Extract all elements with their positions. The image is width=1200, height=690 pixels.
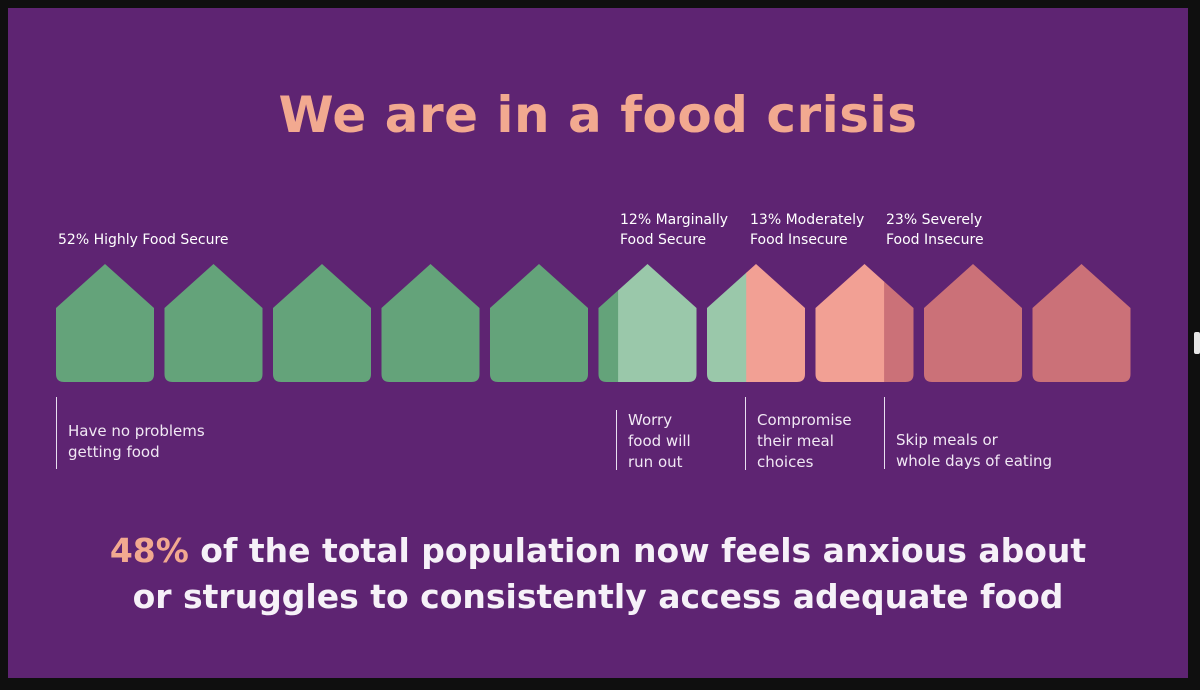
footer-line-2: or struggles to consistently access adeq… [132, 577, 1064, 616]
house-segment [56, 264, 154, 382]
slide-title: We are in a food crisis [278, 86, 918, 144]
house-icon [1032, 264, 1131, 382]
description-moderately-insecure: Compromise their meal choices [745, 397, 852, 471]
house-segment [884, 264, 914, 382]
category-label-line: Food Insecure [886, 232, 984, 248]
house-segment [164, 264, 263, 382]
category-label-line: Food Insecure [750, 232, 848, 248]
house-icon [273, 264, 371, 382]
house-segment [381, 264, 480, 382]
footer-line-1: 48% of the total population now feels an… [8, 528, 1188, 574]
category-label-line: 23% Severely [886, 212, 983, 228]
description-line: food will [628, 432, 691, 450]
description-line: getting food [68, 443, 160, 461]
category-label-highly-secure: 52% Highly Food Secure [58, 230, 229, 250]
house-segment [924, 264, 1022, 382]
house-segment [273, 264, 371, 382]
description-line: whole days of eating [896, 452, 1053, 470]
house-icon [598, 264, 697, 382]
house-icon [815, 264, 914, 382]
house-segment [618, 264, 697, 382]
description-marginally-secure: Worry food will run out [616, 410, 691, 471]
description-line: Worry [628, 411, 673, 429]
description-line: their meal [757, 432, 834, 450]
category-label-marginally-secure: 12% Marginally Food Secure [620, 210, 728, 250]
description-highly-secure: Have no problems getting food [56, 397, 205, 469]
house-icon [381, 264, 480, 382]
footer-statement: 48% of the total population now feels an… [8, 528, 1188, 620]
description-severely-insecure: Skip meals or whole days of eating [884, 397, 1053, 470]
description-line: run out [628, 453, 683, 471]
footer-highlight: 48% [109, 531, 189, 570]
description-line: Skip meals or [896, 431, 998, 449]
description-line: Compromise [757, 411, 852, 429]
house-segment [815, 264, 885, 382]
house-icon [56, 264, 154, 382]
scrollbar-handle[interactable] [1194, 332, 1200, 354]
house-segment [1032, 264, 1131, 382]
category-label-line: 13% Moderately [750, 212, 865, 228]
category-label-line: 12% Marginally [620, 212, 729, 228]
house-icon [490, 264, 588, 382]
house-segment [490, 264, 588, 382]
house-icon [164, 264, 263, 382]
category-label-moderately-insecure: 13% Moderately Food Insecure [750, 210, 864, 250]
house-icon [924, 264, 1022, 382]
description-line: choices [757, 453, 814, 471]
category-label-severely-insecure: 23% Severely Food Insecure [886, 210, 984, 250]
house-segment [746, 264, 805, 382]
category-label-line: 52% Highly Food Secure [58, 232, 229, 248]
house-icon [707, 264, 805, 382]
footer-line-1-text: of the total population now feels anxiou… [188, 531, 1087, 570]
description-line: Have no problems [68, 422, 205, 440]
category-label-line: Food Secure [620, 232, 707, 248]
house-segment [598, 264, 619, 382]
slide: We are in a food crisis 52% Highly Food … [8, 8, 1188, 678]
house-icons [56, 264, 1131, 382]
house-segment [707, 264, 747, 382]
